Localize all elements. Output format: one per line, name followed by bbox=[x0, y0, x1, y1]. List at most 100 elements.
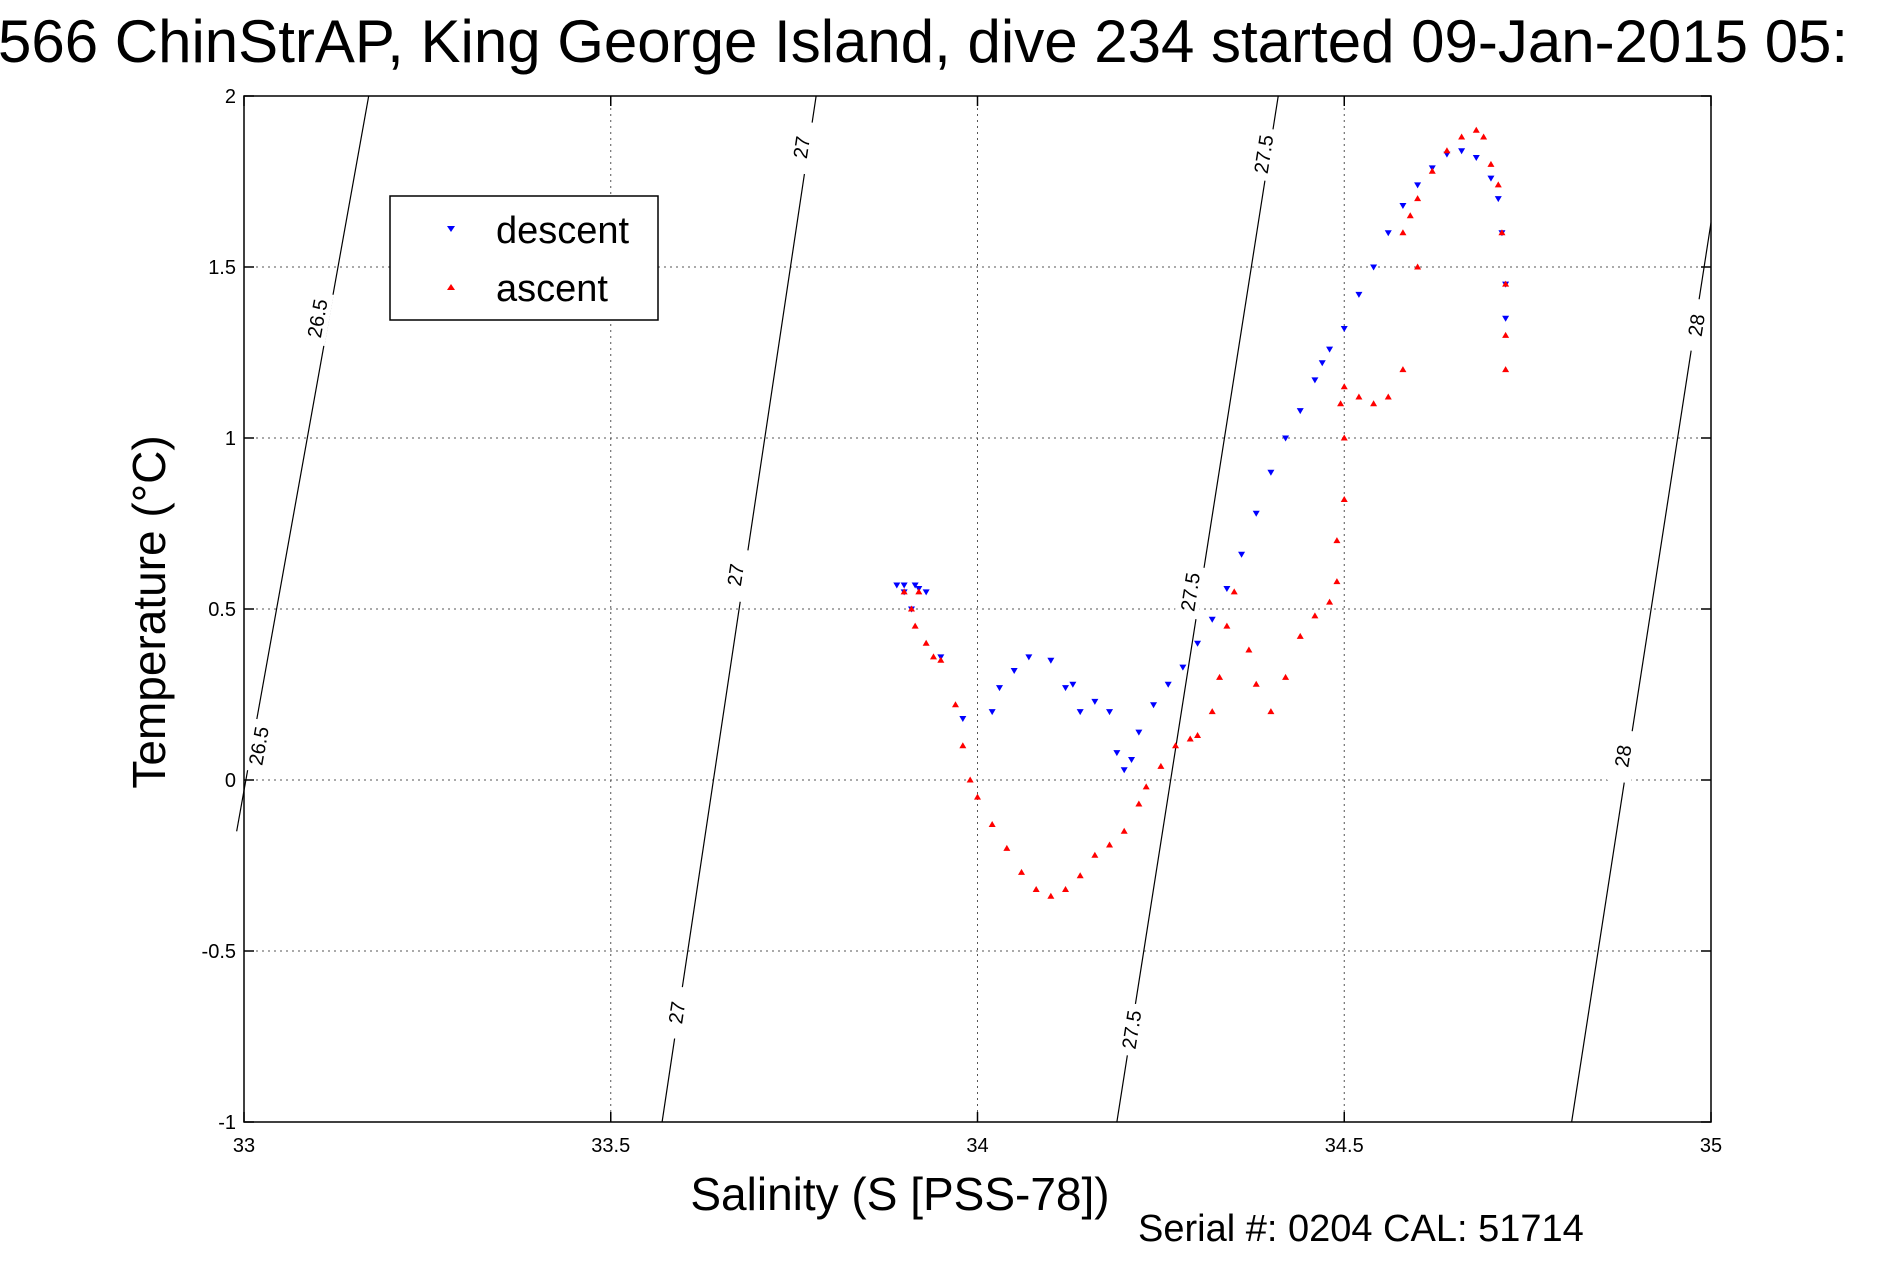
descent-point bbox=[1494, 196, 1502, 203]
descent-point bbox=[1062, 685, 1070, 692]
ascent-point bbox=[922, 639, 930, 646]
isopycnal-label-bg bbox=[1174, 564, 1207, 620]
ascent-point bbox=[1384, 393, 1392, 400]
ascent-point bbox=[1472, 126, 1480, 133]
ascent-point bbox=[1340, 496, 1348, 503]
descent-point bbox=[1399, 202, 1407, 209]
descent-point bbox=[1487, 175, 1495, 182]
ascent-point bbox=[937, 656, 945, 663]
descent-point bbox=[1355, 291, 1363, 298]
ascent-point bbox=[1047, 892, 1055, 899]
ascent-point bbox=[1399, 229, 1407, 236]
ascent-point bbox=[1428, 167, 1436, 174]
ascent-point bbox=[915, 588, 923, 595]
descent-point bbox=[1091, 698, 1099, 705]
descent-point bbox=[1150, 702, 1158, 709]
ascent-point bbox=[1230, 588, 1238, 595]
ascent-point bbox=[1018, 868, 1026, 875]
descent-point bbox=[1282, 435, 1290, 442]
ascent-point bbox=[1003, 844, 1011, 851]
legend-box bbox=[389, 195, 659, 321]
descent-point bbox=[1502, 315, 1510, 322]
descent-point bbox=[922, 589, 930, 596]
ascent-point bbox=[907, 605, 915, 612]
descent-point bbox=[1340, 326, 1348, 333]
descent-point bbox=[1238, 551, 1246, 558]
y-tick-label-4: 1 bbox=[225, 428, 236, 450]
ascent-point bbox=[911, 622, 919, 629]
x-tick-label-1: 33.5 bbox=[591, 1135, 630, 1157]
ascent-point bbox=[1091, 851, 1099, 858]
descent-point bbox=[1267, 469, 1275, 476]
isopycnal-label-bg bbox=[719, 547, 752, 603]
y-tick-label-5: 1.5 bbox=[208, 257, 236, 279]
ascent-point bbox=[1414, 263, 1422, 270]
isopycnal-27-label-0: 27 bbox=[665, 1000, 690, 1025]
isopycnal-label-bg bbox=[1680, 297, 1713, 353]
descent-point bbox=[1223, 585, 1231, 592]
descent-point bbox=[1194, 640, 1202, 647]
isopycnal-27.5-label-0: 27.5 bbox=[1119, 1009, 1147, 1051]
isopycnal-label-bg bbox=[1247, 126, 1280, 182]
x-axis-ticks: 33 33.5 34 34.5 35 bbox=[233, 96, 1722, 1157]
ascent-point bbox=[974, 793, 981, 800]
ascent-point bbox=[1172, 742, 1180, 749]
y-tick-label-2: 0 bbox=[225, 770, 236, 792]
ascent-point bbox=[1458, 133, 1466, 140]
descent-point bbox=[1458, 148, 1466, 155]
ascent-point bbox=[988, 820, 996, 827]
y-tick-label-0: -1 bbox=[218, 1112, 236, 1134]
descent-point bbox=[1025, 654, 1033, 661]
ascent-point bbox=[1340, 383, 1348, 390]
isopycnal-27.5-label-1: 27.5 bbox=[1177, 571, 1205, 613]
ascent-point bbox=[1480, 133, 1488, 140]
ascent-point bbox=[1135, 800, 1143, 807]
ascent-point bbox=[1157, 762, 1165, 769]
descent-point bbox=[911, 582, 919, 589]
descent-point bbox=[1135, 729, 1143, 736]
descent-point bbox=[1472, 155, 1480, 162]
ascent-point bbox=[1223, 622, 1231, 629]
ascent-point bbox=[1106, 841, 1114, 848]
ascent-point bbox=[1120, 827, 1128, 834]
isopycnal-28-line bbox=[1571, 222, 1712, 1123]
descent-point bbox=[1120, 767, 1128, 774]
x-tick-label-0: 33 bbox=[233, 1135, 255, 1157]
ascent-point bbox=[1062, 885, 1070, 892]
ascent-point bbox=[1406, 212, 1414, 219]
legend-descent-label: descent bbox=[496, 210, 630, 252]
isopycnal-27-label-1: 27 bbox=[724, 562, 749, 587]
series-ascent bbox=[900, 126, 1510, 899]
ascent-point bbox=[1498, 229, 1506, 236]
isopycnal-28-label-1: 28 bbox=[1685, 313, 1710, 338]
descent-point bbox=[1208, 616, 1216, 623]
descent-point bbox=[893, 582, 901, 589]
ascent-point bbox=[951, 701, 959, 708]
series-descent bbox=[893, 148, 1510, 774]
descent-point bbox=[900, 582, 908, 589]
ascent-point bbox=[1076, 872, 1084, 879]
descent-point bbox=[1384, 230, 1392, 237]
descent-point bbox=[1179, 664, 1187, 671]
ascent-point bbox=[1216, 673, 1224, 680]
ascent-point bbox=[1142, 783, 1150, 790]
descent-point bbox=[1326, 346, 1334, 353]
x-tick-label-4: 35 bbox=[1700, 1135, 1722, 1157]
ascent-point bbox=[929, 653, 937, 660]
isopycnal-label-bg bbox=[1607, 728, 1639, 784]
descent-point bbox=[1311, 377, 1319, 384]
ascent-point bbox=[1502, 366, 1510, 373]
descent-point bbox=[1296, 408, 1304, 415]
ascent-point bbox=[1032, 885, 1040, 892]
isopycnal-27-line bbox=[661, 95, 817, 1123]
isopycnal-label-bg bbox=[661, 985, 693, 1041]
ascent-point bbox=[1333, 537, 1341, 544]
isopycnal-label-bg bbox=[300, 290, 334, 347]
ascent-point bbox=[1502, 280, 1510, 287]
descent-point bbox=[1252, 510, 1260, 517]
legend: descent ascent bbox=[389, 195, 659, 321]
y-tick-label-3: 0.5 bbox=[208, 599, 236, 621]
ascent-point bbox=[1370, 400, 1378, 407]
ascent-point bbox=[959, 742, 967, 749]
